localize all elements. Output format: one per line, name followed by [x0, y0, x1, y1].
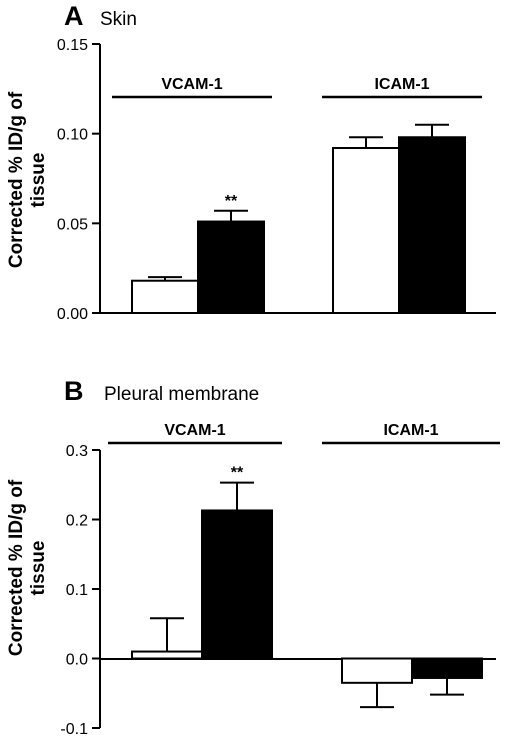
panel-a-group-0-label: VCAM-1 [161, 76, 222, 93]
panel-b-group-1: ICAM-1 [322, 422, 500, 445]
panel-b-ytick-label-3: 0.2 [66, 513, 88, 530]
panel-a-ytick-label-0: 0.00 [57, 306, 88, 323]
panel-a-bar-g1-s0 [332, 147, 400, 314]
panel-b: B Pleural membrane Corrected % ID/g of t… [6, 376, 500, 738]
panel-b-group-0-label: VCAM-1 [164, 422, 225, 439]
panel-b-group-0: VCAM-1 [108, 422, 282, 445]
panel-a-significance-0: ** [225, 193, 238, 210]
panel-b-group-1-label: ICAM-1 [383, 422, 438, 439]
panel-b-bar-g0-s1 [201, 509, 273, 660]
panel-a-ytick-label-2: 0.10 [57, 127, 88, 144]
panel-b-ylabel-line-2: tissue [28, 541, 49, 596]
panel-a-bar-g0-s1 [197, 220, 265, 314]
panel-b-ylabel-line-1: Corrected % ID/g of [6, 479, 27, 656]
panel-b-significance-0: ** [231, 465, 244, 482]
panel-a-ylabel-line-1: Corrected % ID/g of [6, 91, 27, 268]
panel-b-ytick-label-1: 0.0 [66, 652, 88, 669]
panel-a-ytick-label-3: 0.15 [57, 37, 88, 54]
panel-b-bar-g1-s1 [411, 657, 483, 679]
panel-b-bar-g1-s0 [341, 657, 413, 684]
panel-a-letter: A [64, 1, 84, 31]
panel-b-y-ticks: -0.1 0.0 0.1 0.2 0.3 [60, 443, 100, 738]
panel-a-ylabel-line-2: tissue [28, 153, 49, 208]
panel-a-group-1: ICAM-1 [322, 76, 482, 99]
panel-b-letter: B [64, 376, 84, 406]
panel-a-bar-g1-s1 [398, 136, 466, 314]
panel-a-group-0: VCAM-1 [112, 76, 272, 99]
panel-b-ytick-label-2: 0.1 [66, 582, 88, 599]
panel-a-y-ticks: 0.00 0.05 0.10 0.15 [57, 37, 100, 323]
panel-a-title: Skin [100, 9, 137, 30]
panel-b-ytick-label-4: 0.3 [66, 443, 88, 460]
panel-b-bars: ** [131, 465, 483, 709]
panel-b-bar-g0-s0 [131, 650, 203, 660]
panel-a-bars: ** [131, 123, 466, 314]
panel-a-ytick-label-1: 0.05 [57, 216, 88, 233]
panel-a-bar-g0-s0 [131, 279, 199, 314]
panel-a: A Skin Corrected % ID/g of tissue 0.000.… [6, 1, 496, 323]
panel-a-group-1-label: ICAM-1 [374, 76, 429, 93]
panel-b-title: Pleural membrane [104, 384, 259, 405]
panel-b-ytick-label-0: -0.1 [60, 721, 88, 738]
